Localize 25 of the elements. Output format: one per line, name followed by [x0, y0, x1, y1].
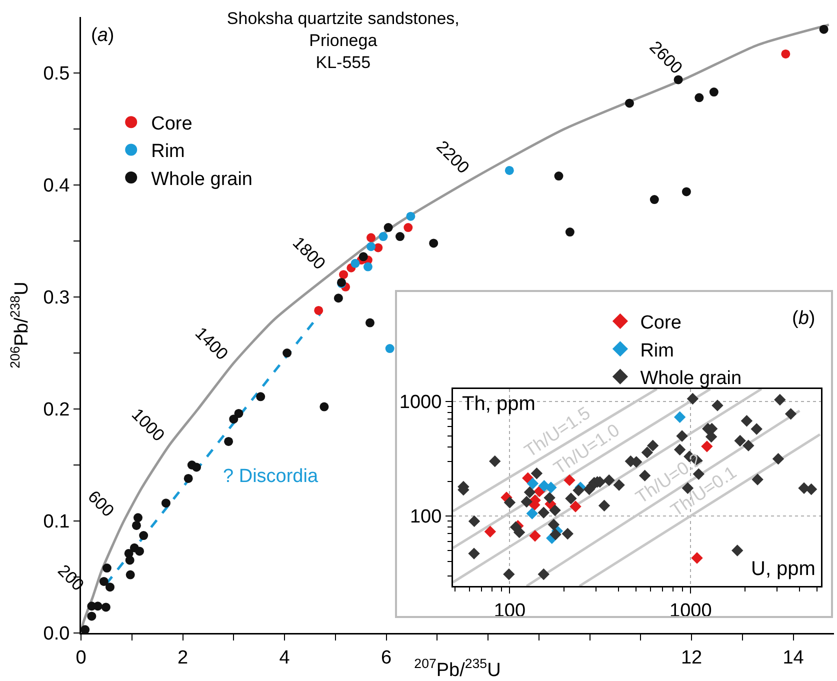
annotation: 600 — [84, 487, 118, 521]
x-tick-label: 2 — [177, 647, 188, 668]
x-tick-label: 12 — [680, 647, 702, 668]
legend-label: Rim — [640, 340, 674, 362]
legend-label: Whole grain — [151, 168, 253, 190]
x-tick-label: 6 — [380, 647, 392, 668]
y-tick-label: 0.4 — [43, 176, 70, 197]
legend-label: Core — [151, 114, 192, 134]
y-tick-label: 0.2 — [43, 400, 70, 421]
series-label: ? Discordia — [223, 466, 318, 487]
x-tick-label: 4 — [279, 647, 290, 668]
x-tick-label: 0 — [76, 647, 86, 668]
legend-label: Whole grain — [640, 368, 742, 389]
legend-label: Core — [640, 312, 682, 334]
x-axis-title: $^{207}$Pb/$^{235}$U — [414, 656, 501, 681]
annotation: (a) — [91, 25, 114, 46]
legend-label: Rim — [151, 141, 185, 162]
y-tick-label: 0.3 — [43, 288, 70, 309]
x-tick-label: 14 — [782, 647, 804, 668]
y-tick-label: 0.1 — [43, 512, 70, 533]
x-axis-title: U, ppm — [751, 558, 816, 580]
y-tick-label: 0.0 — [43, 624, 70, 645]
y-tick-label: 0.5 — [43, 64, 70, 85]
annotation: (b) — [792, 308, 816, 329]
text: Shoksha quartzite sandstones, Prionega KL-555 — [226, 8, 460, 72]
